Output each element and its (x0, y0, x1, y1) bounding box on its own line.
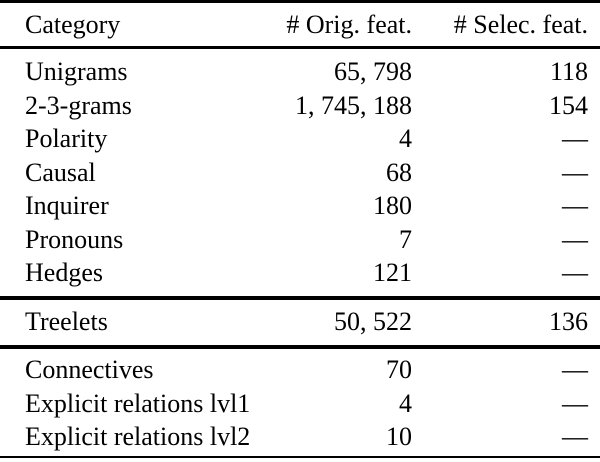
orig-feat-cell: 50, 522 (334, 306, 412, 336)
category-cell: Explicit relations lvl2 (25, 422, 251, 452)
orig-feat-cell: 180 (373, 191, 412, 221)
orig-feat-cell: 65, 798 (334, 57, 412, 87)
table-body: Unigrams 65, 798 118 2-3-grams 1, 745, 188 15… (0, 49, 600, 457)
orig-feat-cell: 121 (373, 258, 412, 288)
category-cell: Hedges (25, 258, 103, 288)
category-cell: Treelets (25, 306, 108, 336)
category-cell: Causal (25, 157, 96, 187)
selec-feat-cell: — (562, 191, 588, 221)
bottom-rule (0, 456, 600, 458)
category-cell: 2-3-grams (25, 90, 132, 120)
table-row: Connectives 70 — (0, 354, 600, 388)
selec-feat-cell: 118 (549, 57, 588, 87)
selec-feat-cell: — (562, 258, 588, 288)
header-category: Category (25, 9, 121, 39)
table-row: Polarity 4 — (0, 123, 600, 157)
orig-feat-cell: 10 (386, 422, 412, 452)
table-row: Pronouns 7 — (0, 223, 600, 257)
selec-feat-cell: 154 (549, 90, 588, 120)
category-cell: Polarity (25, 124, 108, 154)
orig-feat-cell: 4 (399, 388, 412, 418)
top-rule (0, 0, 600, 3)
table-row: Treelets 50, 522 136 (0, 305, 600, 339)
table-group: Connectives 70— Explicit relations lvl1 4— E… (0, 349, 600, 457)
table-row: Explicit relations lvl2 10 — (0, 421, 600, 455)
selec-feat-cell: — (562, 388, 588, 418)
table-row: Hedges 121 — (0, 257, 600, 291)
table-group: Treelets 50, 522 136 (0, 300, 600, 345)
table-row: Unigrams 65, 798 118 (0, 56, 600, 90)
table-row: Inquirer 180 — (0, 190, 600, 224)
category-cell: Explicit relations lvl1 (25, 388, 251, 418)
orig-feat-cell: 68 (386, 157, 412, 187)
selec-feat-cell: — (562, 422, 588, 452)
group-separator-rule (0, 296, 600, 300)
table-header-row: Category # Orig. feat. # Selec. feat. (0, 3, 600, 46)
category-cell: Unigrams (25, 57, 128, 87)
category-cell: Pronouns (25, 224, 124, 254)
header-rule (0, 46, 600, 49)
header-orig-feat: # Orig. feat. (286, 9, 412, 39)
orig-feat-cell: 1, 745, 188 (295, 90, 412, 120)
selec-feat-cell: 136 (549, 306, 588, 336)
orig-feat-cell: 7 (399, 224, 412, 254)
selec-feat-cell: — (562, 224, 588, 254)
table-row: 2-3-grams 1, 745, 188 154 (0, 89, 600, 123)
header-selec-feat: # Selec. feat. (453, 9, 588, 39)
table-row: Causal 68 — (0, 156, 600, 190)
group-separator-rule (0, 344, 600, 349)
category-cell: Inquirer (25, 191, 109, 221)
orig-feat-cell: 70 (386, 355, 412, 385)
table-row: Explicit relations lvl1 4 — (0, 387, 600, 421)
selec-feat-cell: — (562, 124, 588, 154)
orig-feat-cell: 4 (399, 124, 412, 154)
selec-feat-cell: — (562, 157, 588, 187)
category-cell: Connectives (25, 355, 154, 385)
selec-feat-cell: — (562, 355, 588, 385)
table-group: Unigrams 65, 798 118 2-3-grams 1, 745, 188 15… (0, 49, 600, 297)
